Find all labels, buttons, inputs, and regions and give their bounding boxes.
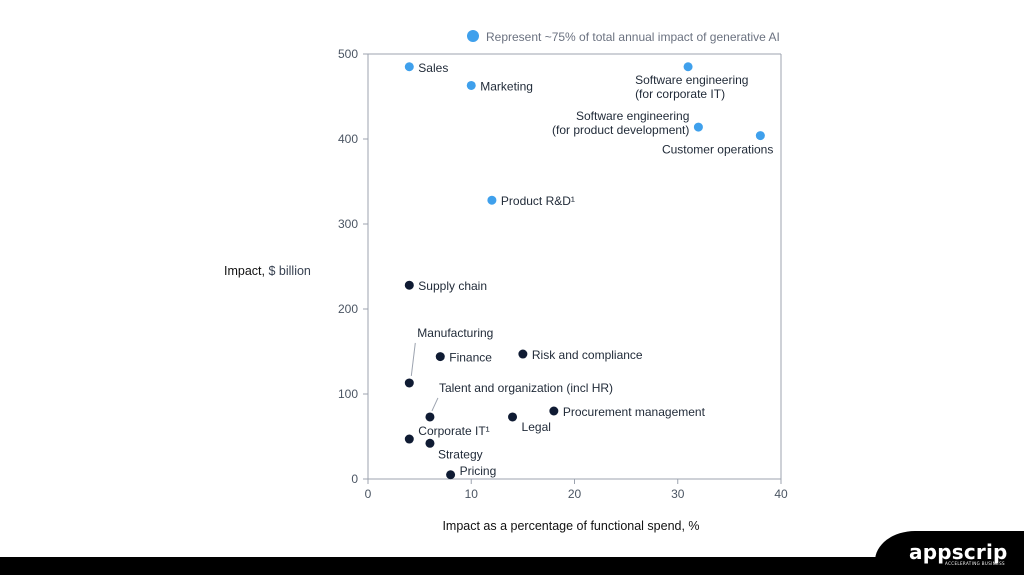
point-pricing [446,470,456,480]
label-line: Talent and organization (incl HR) [439,381,613,395]
label-line: Pricing [460,464,497,478]
point-talent-and-organization-incl-hr [425,412,435,422]
point-product-r-d [487,195,497,205]
y-axis-title-unit: $ billion [268,264,310,278]
label-supply-chain: Supply chain [418,279,487,293]
x-tick-label: 0 [365,487,372,501]
leader-talent-and-organization-incl-hr [431,397,439,412]
label-marketing: Marketing [480,79,533,93]
label-legal: Legal [522,420,551,434]
label-manufacturing: Manufacturing [417,326,493,340]
brand-tagline: ACCELERATING BUSINESS [945,561,1005,566]
brand-logo: appscrip [909,540,1008,564]
label-finance: Finance [449,351,492,365]
y-tick-label: 400 [338,132,358,146]
label-line: Manufacturing [417,326,493,340]
x-tick-label: 40 [774,487,788,501]
label-line: (for corporate IT) [635,87,725,101]
point-corporate-it [404,434,414,444]
point-sales [404,62,414,72]
label-line: Risk and compliance [532,348,643,362]
label-corporate-it: Corporate IT¹ [418,424,489,438]
x-tick-label: 20 [568,487,582,501]
label-line: Sales [418,61,448,75]
point-strategy [425,438,435,448]
y-axis-title: Impact, $ billion [224,264,311,278]
footer-bar [0,557,1024,575]
footer-brand-tab [875,531,1024,561]
label-line: Customer operations [662,143,773,157]
label-customer-operations: Customer operations [662,143,773,157]
label-procurement-management: Procurement management [563,405,706,419]
y-tick-label: 200 [338,302,358,316]
y-axis-title-main: Impact, [224,264,265,278]
label-line: Legal [522,420,551,434]
label-pricing: Pricing [460,464,497,478]
point-finance [435,352,445,362]
label-talent-and-organization-incl-hr: Talent and organization (incl HR) [439,381,613,395]
label-line: Procurement management [563,405,706,419]
label-strategy: Strategy [438,447,483,461]
label-product-r-d: Product R&D¹ [501,194,575,208]
legend-marker [467,30,479,42]
y-tick-label: 500 [338,47,358,61]
axes: 0 100 200 300 400 500 0 10 20 30 40 [338,47,788,501]
data-points [404,62,765,480]
point-software-engineering-for-product-development [693,122,703,132]
label-line: Strategy [438,447,483,461]
y-tick-label: 100 [338,387,358,401]
label-sales: Sales [418,61,448,75]
label-risk-and-compliance: Risk and compliance [532,348,643,362]
label-line: Corporate IT¹ [418,424,489,438]
leader-lines [410,342,439,412]
label-software-engineering-for-corporate-it: Software engineering (for corporate IT) [635,73,748,101]
label-line: Software engineering [635,73,748,87]
x-tick-label: 30 [671,487,685,501]
point-manufacturing [404,378,414,388]
point-software-engineering-for-corporate-it [683,62,693,72]
y-tick-label: 0 [351,472,358,486]
point-risk-and-compliance [518,349,528,359]
point-customer-operations [755,131,765,141]
point-marketing [466,80,476,90]
x-tick-label: 10 [465,487,479,501]
point-procurement-management [549,406,559,416]
point-supply-chain [404,280,414,290]
label-line: Marketing [480,79,533,93]
y-tick-label: 300 [338,217,358,231]
label-line: (for product development) [552,123,689,137]
x-axis-title: Impact as a percentage of functional spe… [442,519,699,533]
leader-manufacturing [410,342,416,377]
label-line: Supply chain [418,279,487,293]
label-line: Finance [449,351,492,365]
label-line: Product R&D¹ [501,194,575,208]
label-line: Software engineering [576,109,689,123]
point-legal [508,412,518,422]
legend-label: Represent ~75% of total annual impact of… [486,30,780,44]
label-software-engineering-for-product-development: Software engineering (for product develop… [552,109,689,137]
